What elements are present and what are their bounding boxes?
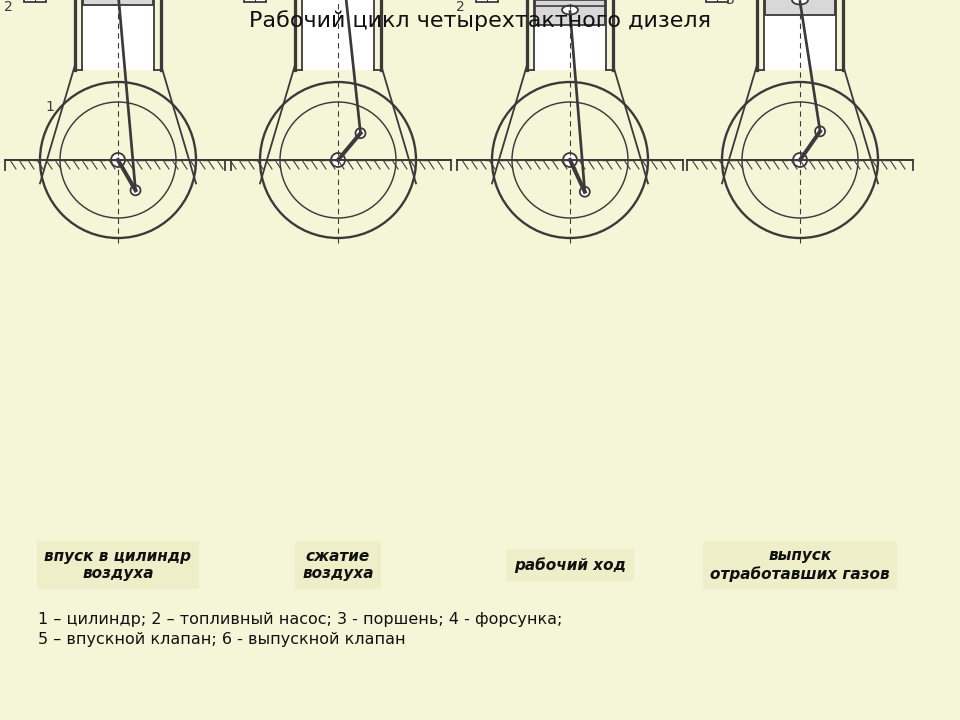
Circle shape xyxy=(565,6,575,17)
Circle shape xyxy=(131,185,140,195)
Text: 5 – впускной клапан; 6 - выпускной клапан: 5 – впускной клапан; 6 - выпускной клапа… xyxy=(38,632,406,647)
Text: сжатие
воздуха: сжатие воздуха xyxy=(302,549,373,581)
Circle shape xyxy=(331,153,345,167)
Circle shape xyxy=(815,126,825,136)
Circle shape xyxy=(580,186,589,197)
Text: 1: 1 xyxy=(45,100,54,114)
Bar xyxy=(764,0,836,70)
Bar xyxy=(302,0,374,70)
Bar xyxy=(83,0,153,5)
Ellipse shape xyxy=(562,6,578,14)
Text: Рабочий цикл четырехтактного дизеля: Рабочий цикл четырехтактного дизеля xyxy=(249,10,711,31)
Circle shape xyxy=(793,153,807,167)
Bar xyxy=(24,0,46,2)
Text: 1 – цилиндр; 2 – топливный насос; 3 - поршень; 4 - форсунка;: 1 – цилиндр; 2 – топливный насос; 3 - по… xyxy=(38,612,563,627)
Bar xyxy=(244,0,266,2)
Bar xyxy=(535,0,605,25)
Text: выпуск
отработавших газов: выпуск отработавших газов xyxy=(710,549,890,582)
Bar xyxy=(476,0,498,2)
Circle shape xyxy=(563,153,577,167)
Bar xyxy=(534,0,606,70)
Text: 2: 2 xyxy=(456,0,465,14)
Text: рабочий ход: рабочий ход xyxy=(514,557,626,573)
Bar xyxy=(765,0,835,15)
Text: впуск в цилиндр
воздуха: впуск в цилиндр воздуха xyxy=(44,549,191,581)
Text: 3: 3 xyxy=(727,0,735,7)
Circle shape xyxy=(795,0,805,6)
Bar xyxy=(706,0,728,2)
Circle shape xyxy=(111,153,125,167)
Ellipse shape xyxy=(792,0,808,4)
Text: 2: 2 xyxy=(4,0,12,14)
Bar xyxy=(82,0,154,70)
Circle shape xyxy=(355,128,366,138)
